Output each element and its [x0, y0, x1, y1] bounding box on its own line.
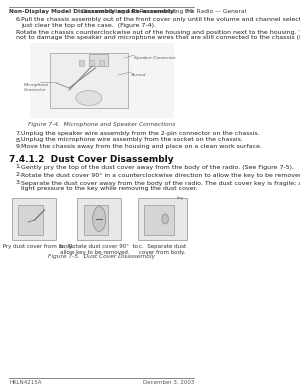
Text: just clear the top of the case.  (Figure 7-4).: just clear the top of the case. (Figure …: [21, 23, 156, 28]
Text: 8.: 8.: [16, 137, 22, 142]
Text: 3.: 3.: [16, 180, 22, 185]
Bar: [79, 60, 84, 66]
Text: Rotate the dust cover 90° in a counterclockwise direction to allow the key to be: Rotate the dust cover 90° in a countercl…: [21, 173, 300, 177]
Text: HKLN4215A: HKLN4215A: [9, 380, 42, 385]
Text: Pull the chassis assembly out of the front cover only until the volume and chann: Pull the chassis assembly out of the fro…: [21, 17, 300, 22]
Text: Figure 7-4.  Microphone and Speaker Connections: Figure 7-4. Microphone and Speaker Conne…: [28, 122, 176, 127]
Text: Gently pry the top of the dust cover away from the body of the radio. (See Figur: Gently pry the top of the dust cover awa…: [21, 165, 294, 170]
Text: 7.4.1.2  Dust Cover Disassembly: 7.4.1.2 Dust Cover Disassembly: [9, 154, 174, 163]
Bar: [50, 53, 128, 108]
Circle shape: [162, 214, 168, 224]
Bar: [18, 205, 43, 235]
Text: 1.: 1.: [16, 165, 22, 170]
Bar: [144, 205, 174, 235]
Text: 7-5: 7-5: [185, 9, 194, 14]
Bar: [77, 198, 122, 240]
Bar: [84, 205, 108, 235]
Text: 2.: 2.: [16, 173, 22, 177]
Bar: [30, 43, 174, 118]
Bar: [12, 198, 56, 240]
Text: December 3, 2003: December 3, 2003: [143, 380, 194, 385]
Text: Unplug the speaker wire assembly from the 2-pin connector on the chassis.: Unplug the speaker wire assembly from th…: [21, 131, 260, 136]
Text: a.  Pry dust cover from body.: a. Pry dust cover from body.: [0, 244, 74, 249]
Text: 6.: 6.: [16, 17, 22, 22]
Bar: [99, 60, 104, 66]
Text: key: key: [176, 196, 184, 200]
Bar: [89, 54, 108, 66]
Text: Rotate the chassis counterclockwise out of the housing and position next to the : Rotate the chassis counterclockwise out …: [16, 30, 300, 35]
Text: Separate the dust cover away from the body of the radio. The dust cover key is f: Separate the dust cover away from the bo…: [21, 180, 300, 185]
Ellipse shape: [76, 90, 102, 106]
Text: Disassembling and Re-assembling the Radio — General: Disassembling and Re-assembling the Radi…: [80, 9, 246, 14]
Text: b.  Rotate dust cover 90°  to
allow key to be removed.: b. Rotate dust cover 90° to allow key to…: [60, 244, 138, 255]
Bar: [89, 60, 94, 66]
Bar: [138, 198, 187, 240]
Text: Speaker Connector: Speaker Connector: [134, 56, 176, 60]
Ellipse shape: [93, 206, 106, 232]
Text: Unplug the microphone wire assembly from the socket on the chassis.: Unplug the microphone wire assembly from…: [21, 137, 243, 142]
Text: Microphone
Connector: Microphone Connector: [23, 83, 49, 92]
Text: 7.: 7.: [16, 131, 22, 136]
Text: Shroud: Shroud: [131, 73, 147, 77]
Text: light pressure to the key while removing the dust cover.: light pressure to the key while removing…: [21, 186, 198, 191]
Text: 9.: 9.: [16, 144, 22, 149]
Text: Move the chassis away from the housing and place on a clean work surface.: Move the chassis away from the housing a…: [21, 144, 262, 149]
Text: c.  Separate dust
cover from body.: c. Separate dust cover from body.: [139, 244, 186, 255]
Text: not to damage the speaker and microphone wires that are still connected to the c: not to damage the speaker and microphone…: [16, 35, 300, 40]
Text: Figure 7-5.  Dust Cover Disassembly: Figure 7-5. Dust Cover Disassembly: [48, 254, 155, 259]
Text: Non-Display Model Disassembly and Re-assembly:: Non-Display Model Disassembly and Re-ass…: [9, 9, 176, 14]
